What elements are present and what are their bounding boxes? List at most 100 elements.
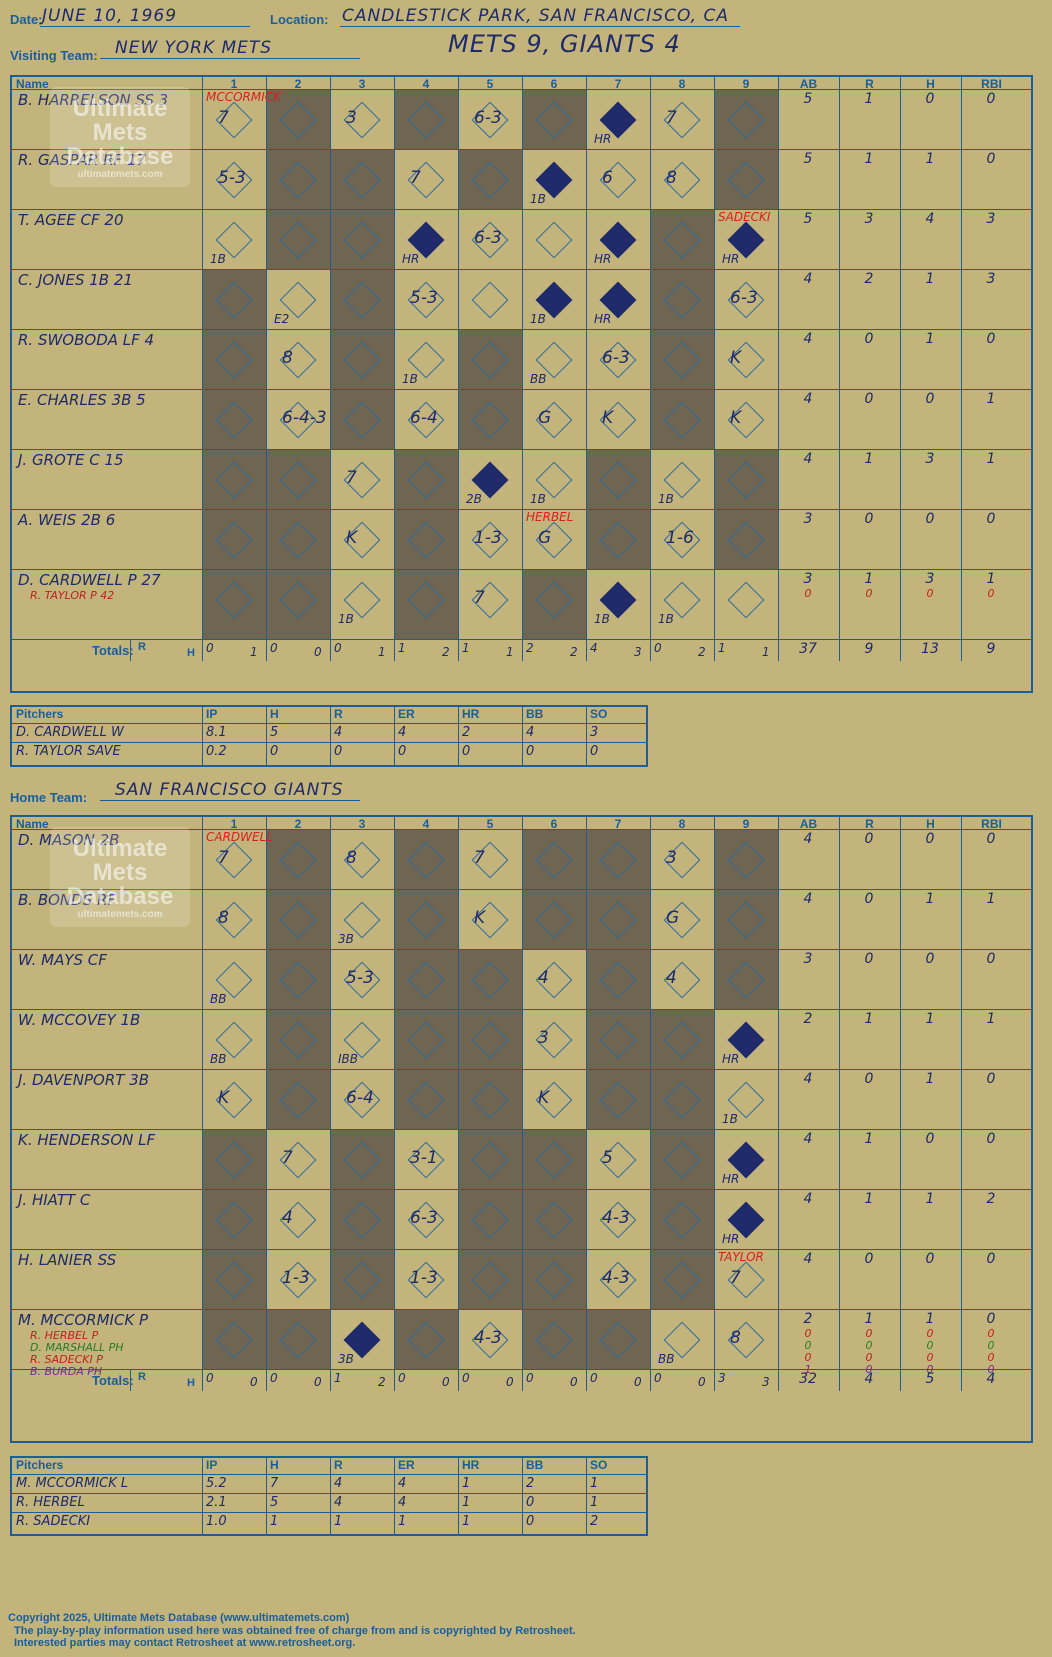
- shaded-cell: [394, 1309, 458, 1369]
- column-header-inning: 7: [614, 77, 622, 91]
- watermark-text: Mets: [92, 119, 148, 146]
- shaded-cell: [522, 1189, 586, 1249]
- column-header-inning: 5: [486, 817, 494, 831]
- shaded-cell: [266, 209, 330, 269]
- grid-line: [330, 77, 331, 661]
- pitchers-header: Pitchers: [16, 1458, 64, 1472]
- inning-runs: 0: [334, 641, 342, 655]
- play-notation: 8: [666, 168, 677, 188]
- shaded-cell: [586, 889, 650, 949]
- watermark-text: Mets: [92, 859, 148, 886]
- shaded-cell: [330, 1129, 394, 1189]
- shaded-cell: [330, 389, 394, 449]
- shaded-cell: [330, 1249, 394, 1309]
- watermark-text: Database: [66, 143, 174, 170]
- grid-line: [522, 817, 523, 1391]
- column-header-inning: 4: [422, 817, 430, 831]
- player-stat: 2: [986, 1191, 996, 1207]
- grid-line: [458, 77, 459, 661]
- pitcher-stat: 0: [270, 744, 279, 759]
- column-header-inning: 6: [550, 77, 558, 91]
- play-notation: 6-3: [474, 108, 502, 128]
- grid-line: [202, 817, 203, 1391]
- shaded-cell: [202, 1129, 266, 1189]
- inning-runs: 0: [270, 641, 278, 655]
- grid-line: [12, 1249, 1031, 1250]
- play-notation: 5-3: [410, 288, 438, 308]
- substitute-stat: 0: [804, 587, 812, 600]
- shaded-cell: [650, 389, 714, 449]
- substitute-stat: 0: [987, 1339, 995, 1352]
- player-stat: 0: [864, 331, 874, 347]
- visiting-team-label: Visiting Team:: [10, 48, 98, 63]
- player-stat: 0: [986, 1251, 996, 1267]
- pitching-change-note: MCCORMICK: [206, 90, 282, 104]
- shaded-cell: [330, 1189, 394, 1249]
- play-notation: 1B: [658, 492, 674, 506]
- watermark-logo: Ultimate Mets Database ultimatemets.com: [50, 87, 190, 187]
- grid-line: [586, 1458, 587, 1534]
- inning-runs: 0: [526, 1371, 534, 1385]
- shaded-cell: [458, 949, 522, 1009]
- shaded-cell: [522, 829, 586, 889]
- shaded-cell: [266, 829, 330, 889]
- grid-line: [12, 889, 1031, 890]
- grid-line: [12, 149, 1031, 150]
- shaded-cell: [202, 569, 266, 639]
- grid-line: [202, 77, 203, 661]
- player-stat: 0: [986, 1311, 996, 1327]
- grid-line: [12, 829, 1031, 830]
- substitute-stat: 0: [865, 1363, 873, 1376]
- player-name: H. LANIER SS: [18, 1251, 117, 1269]
- pitchers-header: BB: [526, 707, 544, 721]
- player-stat: 2: [864, 271, 874, 287]
- basepath-diamond: [471, 281, 509, 319]
- play-notation: 3: [666, 848, 677, 868]
- play-notation: HR: [594, 132, 612, 146]
- player-stat: 1: [986, 571, 996, 587]
- shaded-cell: [394, 949, 458, 1009]
- play-notation: 7: [346, 468, 357, 488]
- player-stat: 0: [925, 511, 935, 527]
- play-notation: 6: [602, 168, 613, 188]
- player-stat: 4: [803, 1071, 813, 1087]
- player-stat: 5: [803, 211, 813, 227]
- shaded-cell: [394, 889, 458, 949]
- play-notation: K: [602, 408, 614, 428]
- inning-hits: 0: [634, 1375, 642, 1389]
- total-stat: 9: [864, 641, 874, 657]
- inning-hits: 2: [378, 1375, 386, 1389]
- shaded-cell: [202, 1189, 266, 1249]
- shaded-cell: [266, 1009, 330, 1069]
- pitcher-stat: 4: [398, 1476, 407, 1491]
- player-stat: 1: [864, 151, 874, 167]
- grid-line: [12, 1474, 646, 1475]
- player-name: A. WEIS 2B 6: [18, 511, 116, 529]
- player-name: D. MASON 2B: [18, 831, 120, 849]
- play-notation: HR: [722, 1052, 740, 1066]
- player-stat: 1: [864, 1191, 874, 1207]
- play-notation: 3: [346, 108, 357, 128]
- column-header-inning: 8: [678, 817, 686, 831]
- play-notation: 6-3: [410, 1208, 438, 1228]
- pitching-change-note: HERBEL: [526, 510, 574, 524]
- pitcher-stat: 1: [590, 1495, 599, 1510]
- play-notation: K: [474, 908, 486, 928]
- play-notation: HR: [722, 1172, 740, 1186]
- player-stat: 1: [925, 1071, 935, 1087]
- shaded-cell: [266, 569, 330, 639]
- pitcher-stat: 5: [270, 725, 279, 740]
- shaded-cell: [458, 1189, 522, 1249]
- grid-line: [202, 1458, 203, 1534]
- play-notation: 1B: [530, 192, 546, 206]
- grid-line: [12, 1493, 646, 1494]
- player-stat: 1: [864, 451, 874, 467]
- pitcher-stat: 7: [270, 1476, 279, 1491]
- player-name: J. HIATT C: [18, 1191, 91, 1209]
- play-notation: 1B: [530, 312, 546, 326]
- player-stat: 0: [864, 391, 874, 407]
- substitute-name: R. HERBEL P: [30, 1329, 99, 1342]
- shaded-cell: [586, 829, 650, 889]
- pitcher-stat: 8.1: [206, 725, 227, 740]
